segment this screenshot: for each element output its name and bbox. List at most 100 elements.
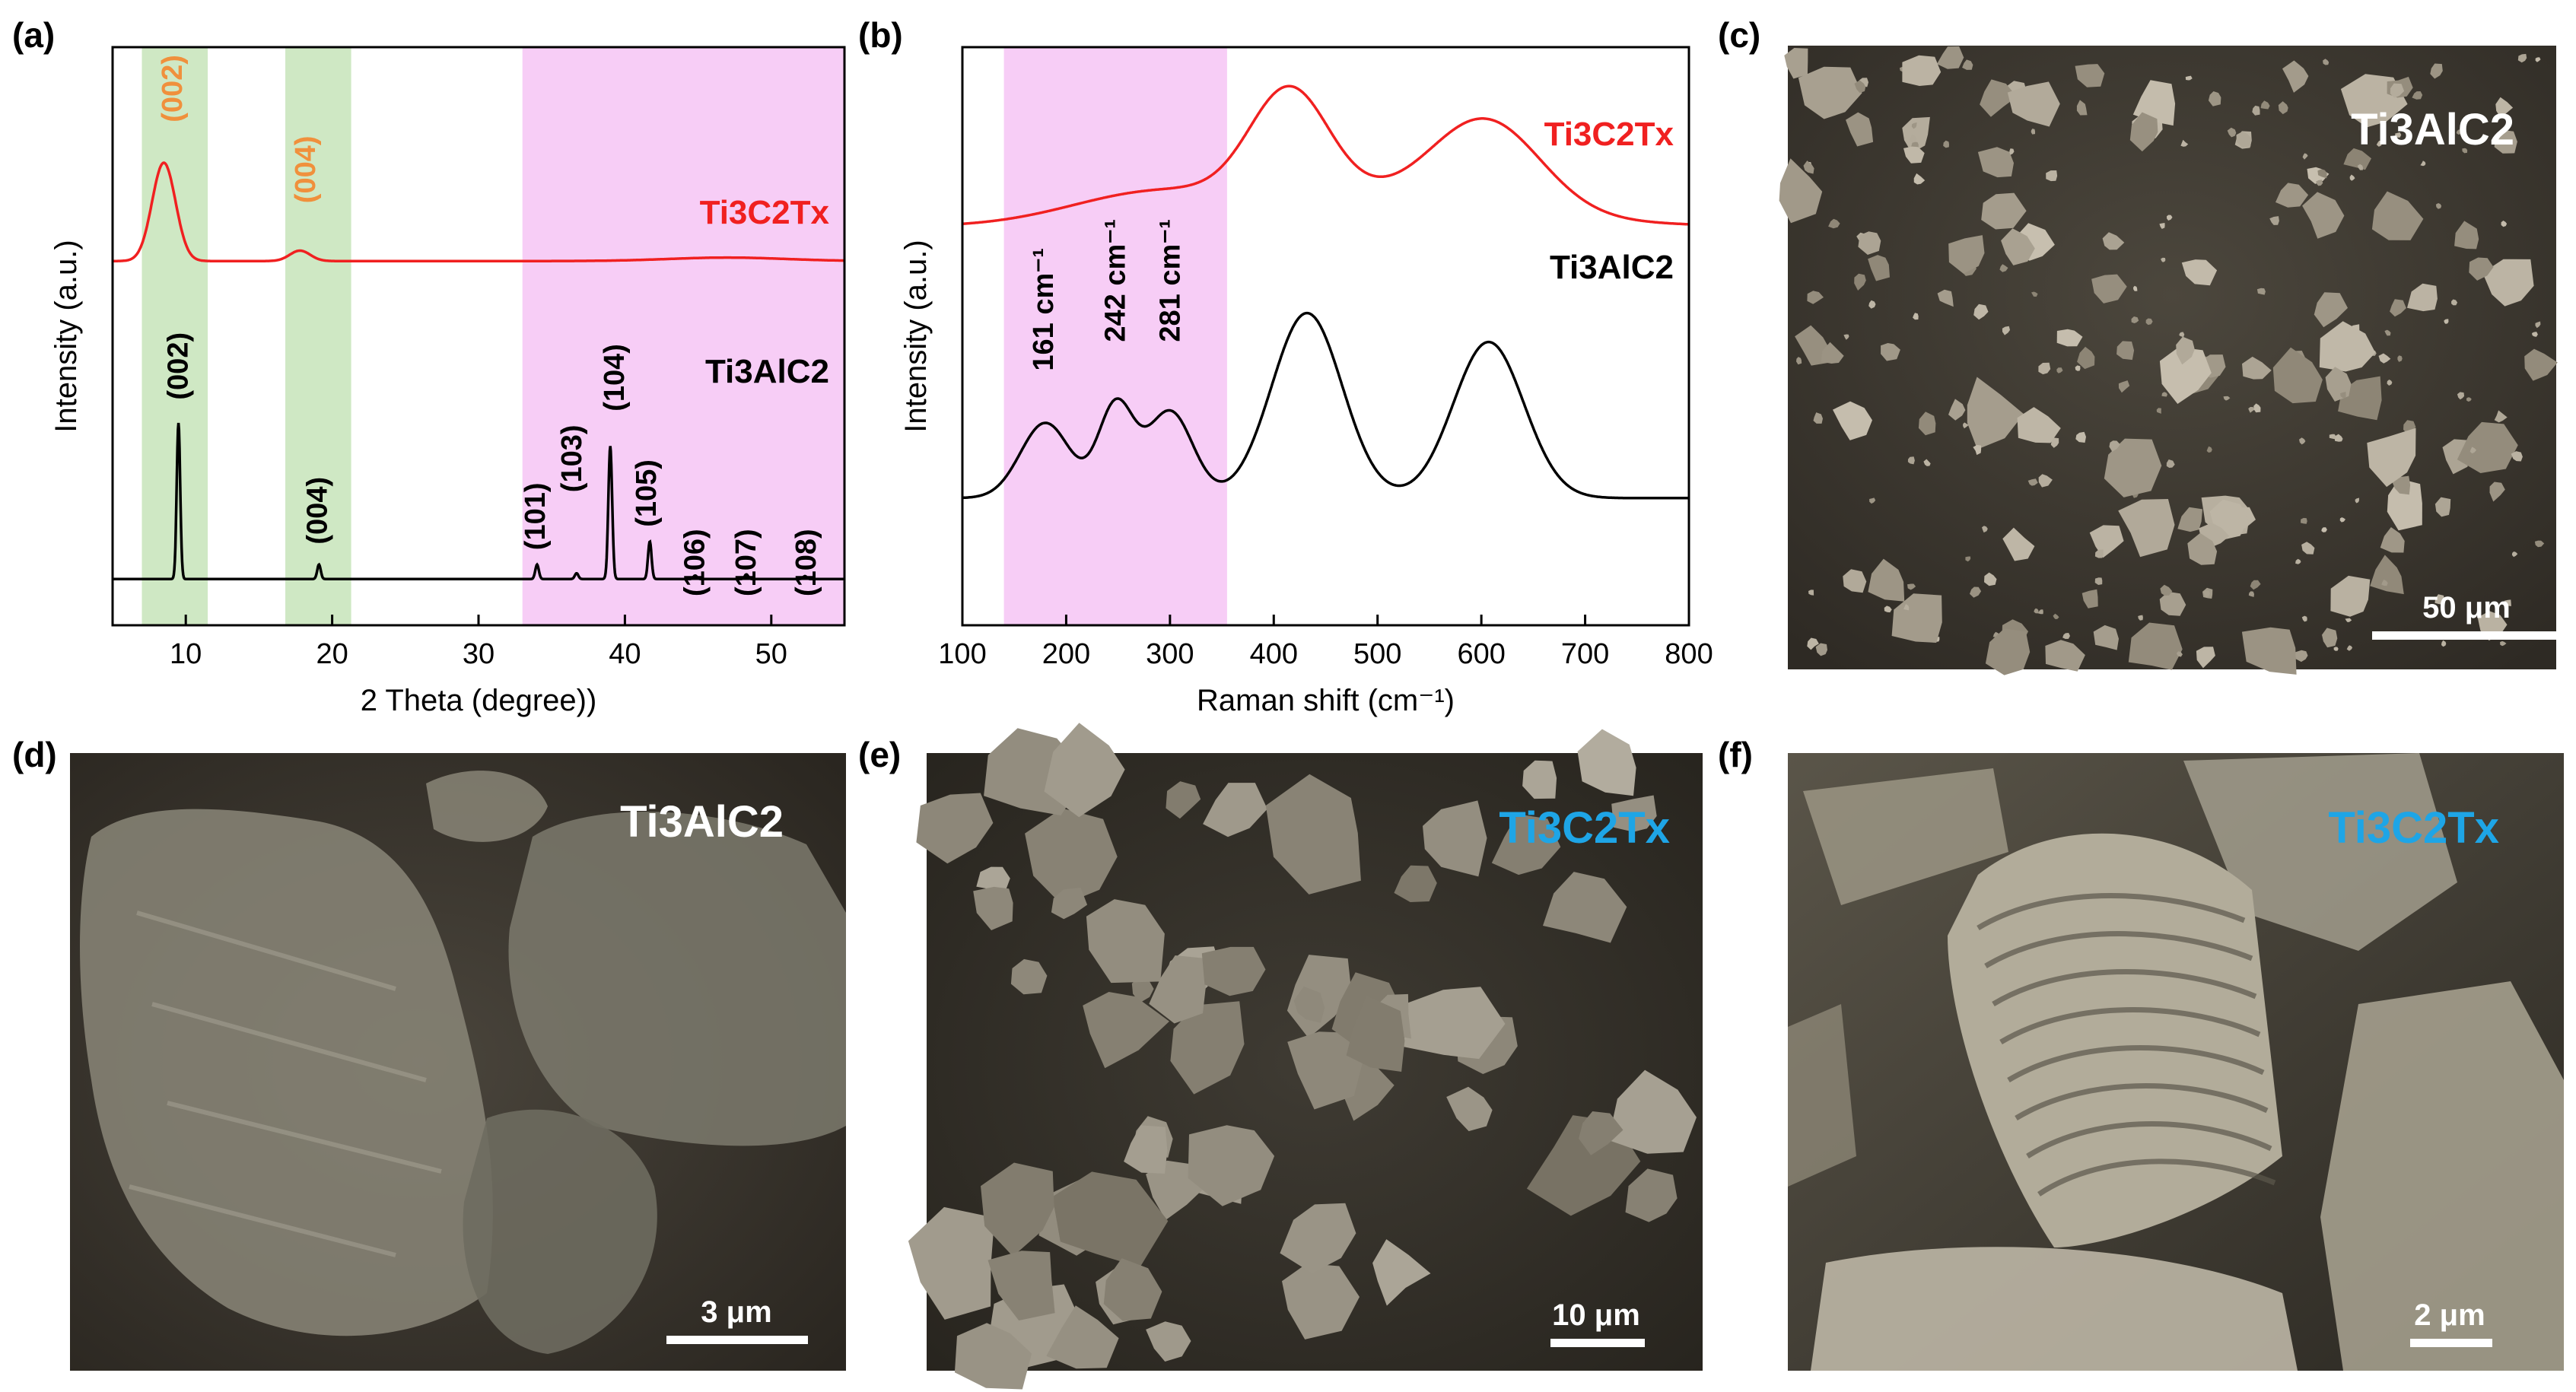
sem-particle xyxy=(2076,100,2088,116)
sem-flake xyxy=(1166,781,1201,819)
x-tick-label: 40 xyxy=(609,638,641,670)
panel-label-d: (d) xyxy=(12,735,57,774)
sem-particle xyxy=(2323,59,2330,65)
sem-flake xyxy=(1149,955,1207,1024)
sem-particle xyxy=(2242,356,2272,380)
sem-image-c: Ti3AlC2 50 μm xyxy=(1779,46,2561,675)
sem-particle xyxy=(1803,160,1814,174)
sem-particle xyxy=(2469,447,2476,454)
sem-particle xyxy=(2180,139,2189,147)
sem-particle xyxy=(2056,367,2063,373)
sem-particle xyxy=(1962,59,1973,70)
series-line-ti3alc2 xyxy=(113,422,844,580)
sem-flake xyxy=(1025,808,1118,905)
sem-particle xyxy=(2129,112,2158,152)
sem-particle xyxy=(2241,627,2297,675)
sem-particle xyxy=(2236,131,2252,148)
series-label-ti3c2tx: Ti3C2Tx xyxy=(700,194,830,231)
sem-c-scale-bar xyxy=(2372,631,2561,640)
sem-particle xyxy=(2489,481,2505,502)
sem-particle xyxy=(1937,289,1954,307)
sem-particle xyxy=(2441,640,2447,647)
sem-flake xyxy=(908,1206,995,1320)
sem-particle xyxy=(2050,437,2059,448)
sem-particle xyxy=(1854,273,1866,291)
sem-image-d: Ti3AlC2 3 μm xyxy=(70,753,846,1371)
sem-particle xyxy=(2333,647,2339,651)
sem-particle xyxy=(1943,140,1949,148)
sem-particle xyxy=(1977,147,2014,178)
sem-particle xyxy=(1913,313,1919,320)
sem-d-label: Ti3AlC2 xyxy=(620,797,784,847)
sem-particle xyxy=(1985,628,2031,675)
sem-image-f: Ti3C2Tx 2 μm xyxy=(1788,753,2564,1371)
sem-particle xyxy=(2046,170,2058,182)
sem-flake xyxy=(1611,795,1657,832)
sem-particle xyxy=(1911,122,1917,129)
sem-particle xyxy=(1828,218,1840,229)
sem-flake xyxy=(1625,1168,1678,1222)
sem-particle xyxy=(2535,57,2541,62)
sem-particle xyxy=(2494,410,2508,423)
sem-flake xyxy=(1188,1125,1275,1206)
sem-particle xyxy=(2131,316,2139,323)
x-tick-label: 700 xyxy=(1561,638,1609,670)
sem-particle xyxy=(2451,299,2458,306)
sem-flake xyxy=(981,1162,1054,1257)
sem-flake xyxy=(1044,723,1125,818)
sem-particle xyxy=(1999,264,2008,272)
peak-label-8: (106) xyxy=(679,529,711,596)
sem-f-scale-bar xyxy=(2410,1339,2492,1347)
sem-flake xyxy=(1346,996,1405,1072)
sem-particle xyxy=(2093,624,2119,650)
sem-particle xyxy=(1808,590,1814,596)
sem-particle xyxy=(2349,174,2355,181)
sem-particle xyxy=(2434,594,2444,605)
sem-particle xyxy=(2367,427,2416,488)
sem-flake xyxy=(987,1251,1055,1320)
sem-particle xyxy=(2511,551,2518,558)
sem-particle xyxy=(2077,346,2095,370)
sem-particle xyxy=(2109,440,2120,452)
sem-d-scale-bar xyxy=(666,1336,808,1344)
sem-particle xyxy=(2370,555,2404,595)
sem-particle xyxy=(2390,83,2405,98)
sem-particle xyxy=(2329,434,2336,440)
sem-particle xyxy=(1779,158,1823,224)
sem-particle xyxy=(2302,153,2308,160)
sem-particle xyxy=(1902,55,1942,86)
sem-particle xyxy=(2456,129,2463,135)
sem-particle xyxy=(2339,517,2345,523)
sem-particle xyxy=(2104,438,2162,497)
sem-particle xyxy=(2001,228,2035,265)
sem-flake xyxy=(1083,992,1169,1069)
sem-particle xyxy=(2275,183,2309,208)
sem-particle xyxy=(1807,291,1824,304)
sem-particle xyxy=(2302,192,2345,239)
x-tick-label: 100 xyxy=(938,638,986,670)
sem-particle xyxy=(2089,525,2124,558)
sem-particle xyxy=(2179,332,2185,338)
sem-particle xyxy=(1807,637,1819,650)
sem-flake xyxy=(1579,1111,1624,1155)
sem-particle xyxy=(1982,526,1988,533)
sem-particle xyxy=(2166,459,2175,468)
sem-particle xyxy=(1846,112,1874,147)
sem-particle xyxy=(2532,332,2538,337)
sem-c-label: Ti3AlC2 xyxy=(2351,105,2514,154)
sem-particle xyxy=(2397,355,2403,362)
x-tick-label: 400 xyxy=(1250,638,1298,670)
sem-particle xyxy=(2185,75,2193,81)
y-axis-label: Intensity (a.u.) xyxy=(899,240,933,432)
sem-particle xyxy=(2094,577,2103,585)
sem-particle xyxy=(1858,231,1881,255)
sem-particle xyxy=(2017,407,2061,443)
sem-particle xyxy=(2038,362,2051,375)
sem-particle xyxy=(1868,300,1876,309)
sem-particle xyxy=(2002,326,2010,335)
sem-particle xyxy=(2282,60,2309,93)
sem-particle xyxy=(2075,365,2081,371)
sem-particle xyxy=(2430,63,2443,79)
